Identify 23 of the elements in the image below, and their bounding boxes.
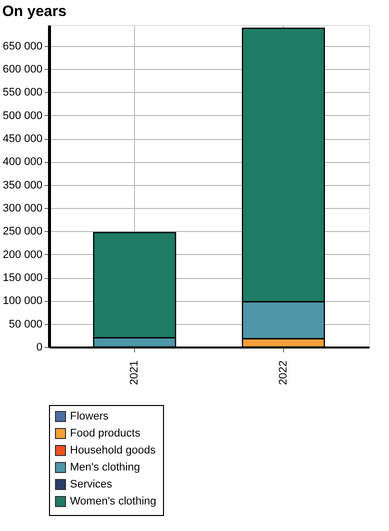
y-tick-label: 0 (36, 342, 42, 354)
legend-label: Services (70, 478, 113, 490)
legend-label: Household goods (70, 444, 156, 456)
y-tick-label: 100 000 (2, 295, 42, 308)
y-tick-label: 300 000 (2, 202, 42, 215)
chart-title: On years (2, 3, 66, 20)
y-tick-label: 350 000 (2, 179, 42, 192)
y-tick-label: 450 000 (2, 133, 42, 146)
y-tick-label: 600 000 (2, 64, 42, 76)
legend-label: Food products (70, 428, 141, 440)
y-tick-label: 550 000 (2, 86, 42, 99)
legend-label: Men's clothing (70, 462, 140, 474)
legend-label: Flowers (70, 410, 110, 422)
y-tick-label: 650 000 (2, 40, 42, 52)
legend-label: Women's clothing (70, 496, 156, 508)
y-tick-label: 500 000 (2, 110, 42, 122)
y-tick-label: 50 000 (8, 318, 42, 330)
x-tick-label: 2021 (128, 360, 141, 385)
x-tick-label: 2022 (277, 360, 290, 385)
y-tick-label: 200 000 (2, 248, 42, 261)
y-tick-label: 400 000 (2, 156, 42, 168)
y-tick-label: 150 000 (2, 272, 42, 284)
y-tick-label: 250 000 (2, 226, 42, 238)
